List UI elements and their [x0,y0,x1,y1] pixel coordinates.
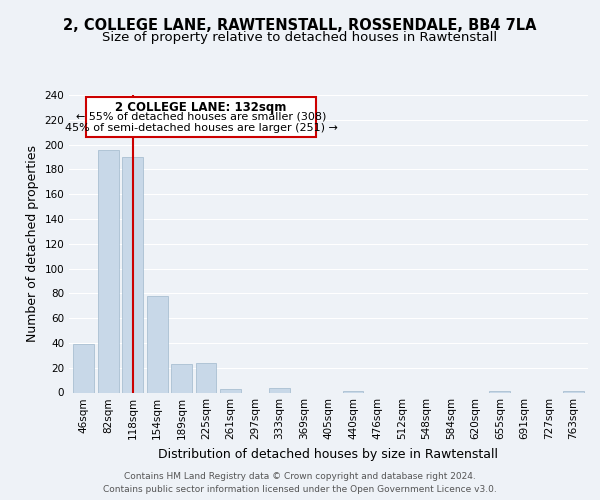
X-axis label: Distribution of detached houses by size in Rawtenstall: Distribution of detached houses by size … [158,448,499,461]
Bar [73,344,94,393]
Text: Size of property relative to detached houses in Rawtenstall: Size of property relative to detached ho… [103,31,497,44]
Bar [98,150,119,392]
Text: ← 55% of detached houses are smaller (308): ← 55% of detached houses are smaller (30… [76,112,326,122]
Text: 2 COLLEGE LANE: 132sqm: 2 COLLEGE LANE: 132sqm [115,100,287,114]
Bar [171,364,192,392]
Bar [269,388,290,392]
FancyBboxPatch shape [86,98,316,137]
Text: 45% of semi-detached houses are larger (251) →: 45% of semi-detached houses are larger (… [65,123,337,133]
Text: 2, COLLEGE LANE, RAWTENSTALL, ROSSENDALE, BB4 7LA: 2, COLLEGE LANE, RAWTENSTALL, ROSSENDALE… [63,18,537,32]
Bar [122,157,143,392]
Bar [220,389,241,392]
Text: Contains public sector information licensed under the Open Government Licence v3: Contains public sector information licen… [103,485,497,494]
Text: Contains HM Land Registry data © Crown copyright and database right 2024.: Contains HM Land Registry data © Crown c… [124,472,476,481]
Y-axis label: Number of detached properties: Number of detached properties [26,145,39,342]
Bar [196,363,217,392]
Bar [147,296,167,392]
